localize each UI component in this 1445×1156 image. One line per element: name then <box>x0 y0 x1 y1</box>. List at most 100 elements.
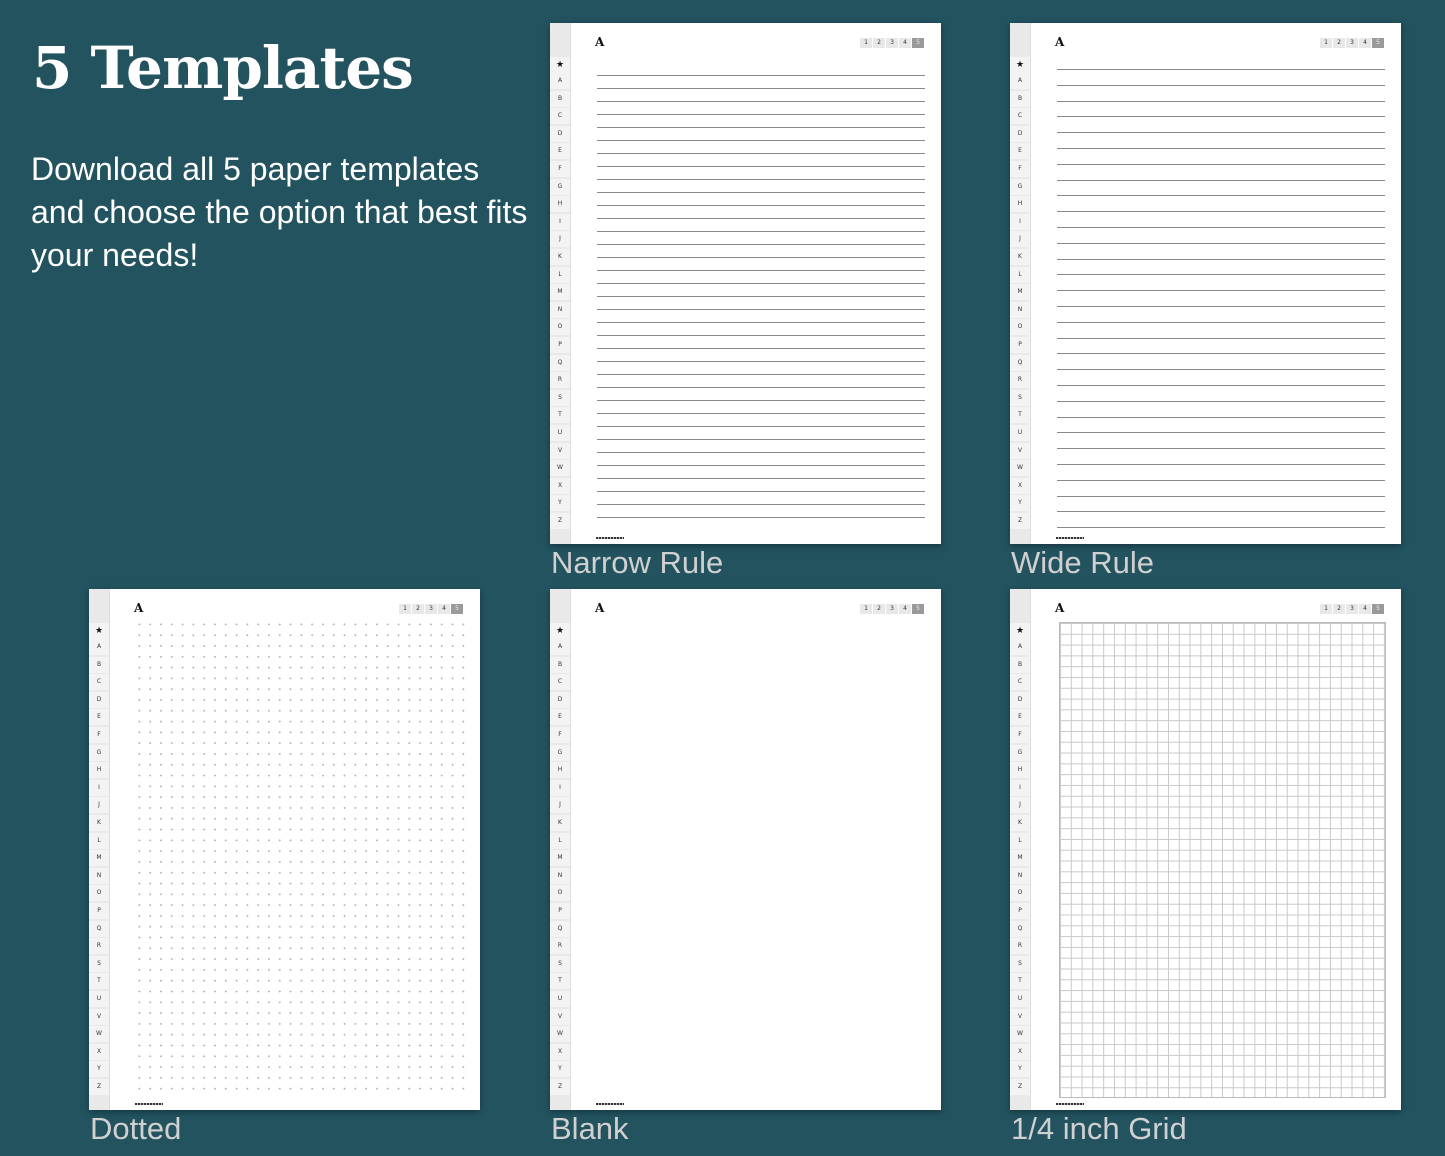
rule-line <box>1057 195 1385 197</box>
letter-tab: B <box>550 656 570 673</box>
letter-tab: T <box>1010 407 1030 424</box>
letter-tab: B <box>550 90 570 107</box>
page-subtitle: Download all 5 paper templates and choos… <box>31 151 528 273</box>
rule-line <box>1057 148 1385 149</box>
letter-tab: N <box>550 867 570 884</box>
rule-line <box>597 439 925 440</box>
letter-tab: C <box>89 674 109 691</box>
rule-line <box>1057 116 1385 118</box>
letter-tab: R <box>1010 938 1030 955</box>
template-caption: Wide Rule <box>1011 545 1154 580</box>
letter-tab: C <box>1010 108 1030 125</box>
letter-tab: T <box>550 407 570 424</box>
page-number-tab: 3 <box>1346 604 1358 614</box>
page-number-tab: 5 <box>912 38 924 48</box>
letter-tab: Z <box>550 1079 570 1095</box>
letter-tab: X <box>89 1043 109 1060</box>
letter-tab: T <box>89 973 109 990</box>
letter-tab: I <box>1010 779 1030 796</box>
rule-line <box>597 322 925 323</box>
letter-tab: J <box>550 231 570 248</box>
letter-tab: S <box>550 955 570 972</box>
star-tab: ★ <box>1010 57 1030 73</box>
rule-line <box>1057 337 1385 339</box>
letter-tab: Z <box>1010 513 1030 529</box>
page-letter: A <box>1055 35 1065 49</box>
letter-tab: E <box>1010 709 1030 726</box>
page-number-tab: 3 <box>425 604 437 614</box>
rule-line <box>597 166 925 167</box>
footer-mark <box>596 1103 624 1105</box>
page-number-tab: 5 <box>1372 38 1384 48</box>
letter-tab: N <box>1010 301 1030 318</box>
letter-tab: I <box>550 213 570 230</box>
letter-tab: K <box>1010 815 1030 831</box>
letter-tab: A <box>1010 73 1030 89</box>
letter-tab: A <box>550 73 570 89</box>
rule-line <box>597 127 925 128</box>
rule-line <box>597 231 925 232</box>
footer-mark <box>135 1103 163 1105</box>
letter-tab: G <box>89 744 109 761</box>
rule-line <box>597 140 925 141</box>
rule-line <box>1057 321 1385 323</box>
letter-tab: L <box>550 832 570 849</box>
letter-tab: Y <box>89 1061 109 1078</box>
template-preview-dots[interactable]: ★ A B C D E F G H I J K L M N O P Q R S T U V W X Y Z A 1 2 3 4 5 <box>89 589 480 1110</box>
page-number-tab: 1 <box>1320 604 1332 614</box>
square-grid <box>1059 622 1386 1098</box>
letter-tab: Q <box>1010 354 1030 371</box>
letter-tab: J <box>1010 797 1030 814</box>
rule-line <box>597 335 925 336</box>
letter-tab: Y <box>550 495 570 512</box>
letter-tab: B <box>1010 90 1030 107</box>
template-preview-narrow-lines[interactable]: ★ A B C D E F G H I J K L M N O P Q R S T U V W X Y Z A 1 2 3 4 5 <box>550 23 941 544</box>
letter-tab: W <box>550 1026 570 1043</box>
page-number-tab: 2 <box>412 604 424 614</box>
letter-tab: I <box>89 779 109 796</box>
letter-tab: D <box>1010 691 1030 708</box>
rule-line <box>1057 416 1385 418</box>
rule-line <box>597 75 925 76</box>
letter-tab: J <box>550 797 570 814</box>
footer-mark <box>1056 537 1084 539</box>
template-preview-blank[interactable]: ★ A B C D E F G H I J K L M N O P Q R S T U V W X Y Z A 1 2 3 4 5 <box>550 589 941 1110</box>
letter-tab: C <box>550 674 570 691</box>
template-preview-wide-lines[interactable]: ★ A B C D E F G H I J K L M N O P Q R S T U V W X Y Z A 1 2 3 4 5 <box>1010 23 1401 544</box>
dot-grid <box>134 619 466 1097</box>
letter-tab: Q <box>550 354 570 371</box>
letter-tab: S <box>550 389 570 406</box>
rule-line <box>597 153 925 154</box>
rule-line <box>597 504 925 505</box>
letter-tab: E <box>550 143 570 160</box>
letter-tab: V <box>89 1008 109 1025</box>
page-letter: A <box>595 35 605 49</box>
letter-tab: B <box>89 656 109 673</box>
letter-tab: F <box>1010 727 1030 743</box>
letter-tab: P <box>89 903 109 919</box>
letter-tab: B <box>1010 656 1030 673</box>
rule-line <box>597 374 925 375</box>
rule-line <box>1057 400 1385 402</box>
letter-tab: J <box>89 797 109 814</box>
rule-line <box>597 517 925 518</box>
rule-line <box>1057 211 1385 213</box>
star-tab: ★ <box>89 623 109 639</box>
letter-tab: O <box>89 885 109 902</box>
rule-line <box>1057 274 1385 276</box>
rule-line <box>597 270 925 271</box>
letter-tab: Y <box>550 1061 570 1078</box>
template-preview-grid[interactable]: ★ A B C D E F G H I J K L M N O P Q R S T U V W X Y Z A 1 2 3 4 5 <box>1010 589 1401 1110</box>
letter-tab: D <box>89 691 109 708</box>
rule-line <box>597 101 925 102</box>
rule-line <box>1057 258 1385 260</box>
letter-tab: F <box>89 727 109 743</box>
letter-tab: G <box>1010 744 1030 761</box>
letter-tab: V <box>1010 1008 1030 1025</box>
rule-line <box>1057 227 1385 228</box>
rule-line <box>1057 69 1385 70</box>
letter-tab: P <box>1010 903 1030 919</box>
letter-tab: E <box>89 709 109 726</box>
